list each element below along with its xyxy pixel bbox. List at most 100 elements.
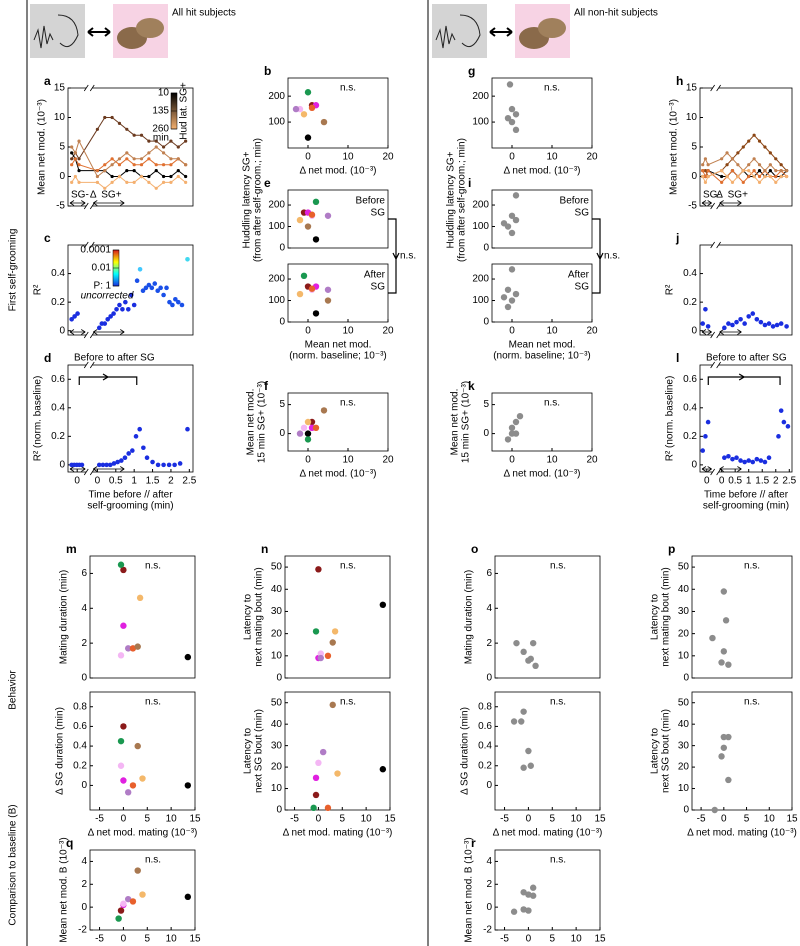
data-point: [512, 111, 520, 118]
x-tick-label: 0: [305, 152, 311, 163]
data-point: [742, 321, 747, 326]
x-axis-label: (norm. baseline; 10⁻³): [493, 351, 591, 362]
axis-arrow: [93, 200, 125, 206]
y-axis-label: R² (norm. baseline): [665, 376, 676, 462]
line-point: [70, 157, 74, 161]
axes-frame: [491, 263, 593, 323]
axis-arrow: [719, 200, 742, 206]
y-tick-label: 0: [683, 673, 689, 684]
line-point: [169, 139, 173, 143]
data-point: [725, 776, 732, 784]
y-tick-label: 0.6: [478, 721, 492, 732]
data-point: [141, 445, 146, 451]
y-tick-label: 0: [279, 428, 285, 439]
line-point: [752, 157, 756, 161]
axis-break: [83, 241, 95, 249]
line-point: [701, 163, 705, 167]
axis-arrow: [701, 329, 712, 335]
data-point: [149, 285, 155, 291]
axes-frame: [494, 849, 601, 931]
y-tick-label: 5: [59, 142, 65, 153]
data-point: [117, 302, 122, 308]
axis-break: [83, 202, 95, 210]
data-point: [131, 302, 137, 308]
line-point: [132, 133, 136, 137]
data-point: [508, 266, 516, 273]
data-point: [144, 455, 150, 461]
data-point: [766, 321, 772, 326]
data-point: [720, 733, 728, 741]
data-point: [504, 303, 512, 311]
y-tick-label: 0.8: [73, 701, 87, 712]
y-tick-label: 5: [483, 399, 489, 410]
y-axis-label: next SG bout (min): [254, 709, 265, 793]
y-axis-label: Mean net mod.: [246, 389, 257, 456]
y-axis-label: Huddling latency SG+: [242, 151, 253, 248]
data-point: [506, 81, 514, 88]
axis-break: [710, 202, 721, 210]
y-axis-label: (from after self-groom.; min): [253, 138, 264, 262]
line-point: [161, 163, 166, 167]
data-line: [71, 117, 186, 160]
data-point: [72, 314, 77, 319]
data-point: [312, 628, 320, 635]
x-axis-label: Δ net mod. (10⁻³): [300, 166, 377, 177]
panel-letter: p: [668, 542, 675, 556]
data-point: [119, 458, 124, 463]
axes-frame: [691, 555, 793, 679]
line-point: [176, 169, 180, 173]
significance-note: n.s.: [340, 697, 356, 708]
y-tick-label: 0.6: [73, 721, 87, 732]
panel-letter: d: [44, 351, 51, 365]
data-point: [324, 297, 332, 304]
data-point: [124, 645, 132, 652]
axes-frame: [287, 263, 389, 323]
line-point: [154, 186, 158, 190]
significance-note: n.s.: [145, 561, 161, 572]
y-tick-label: 0: [486, 673, 492, 684]
axes-frame: [699, 87, 793, 207]
x-tick-label: 20: [586, 455, 598, 466]
data-point: [508, 105, 516, 113]
y-tick-label: 100: [472, 295, 489, 306]
data-point: [140, 288, 146, 294]
data-point: [185, 256, 190, 262]
data-point: [120, 566, 127, 574]
line-point: [779, 163, 783, 167]
x-tick-label: 15: [189, 814, 201, 825]
panel-letter: o: [471, 542, 478, 556]
data-point: [308, 104, 316, 112]
data-point: [296, 430, 304, 437]
x-tick-label: 0: [719, 476, 725, 487]
data-point: [758, 319, 764, 325]
data-point: [115, 915, 122, 922]
data-point: [726, 321, 731, 326]
axis-break-gap: [86, 86, 93, 90]
line-point: [768, 163, 772, 167]
y-axis-label: Huddling latency SG+: [446, 151, 457, 248]
y-axis-label: Mean net mod. (10⁻³): [669, 99, 680, 195]
data-point: [177, 461, 183, 466]
data-point: [184, 782, 192, 789]
line-point: [161, 180, 166, 184]
data-point: [117, 737, 125, 745]
x-tick-label: -5: [95, 814, 104, 825]
data-point: [329, 639, 336, 646]
line-point: [768, 169, 772, 173]
data-point: [304, 134, 312, 141]
line-point: [103, 115, 107, 120]
data-point: [150, 459, 155, 465]
line-point: [774, 169, 778, 173]
axes-frame: [284, 691, 391, 811]
data-point: [734, 319, 739, 325]
y-tick-label: 0: [691, 325, 697, 336]
y-tick-label: 0.8: [478, 701, 492, 712]
y-tick-label: 0: [59, 460, 65, 471]
comparison-note: n.s.: [604, 251, 620, 262]
line-point: [757, 180, 762, 184]
data-point: [133, 434, 139, 439]
data-point: [722, 617, 730, 624]
y-tick-label: -2: [483, 925, 492, 936]
line-point: [763, 145, 767, 149]
data-point: [300, 111, 308, 118]
